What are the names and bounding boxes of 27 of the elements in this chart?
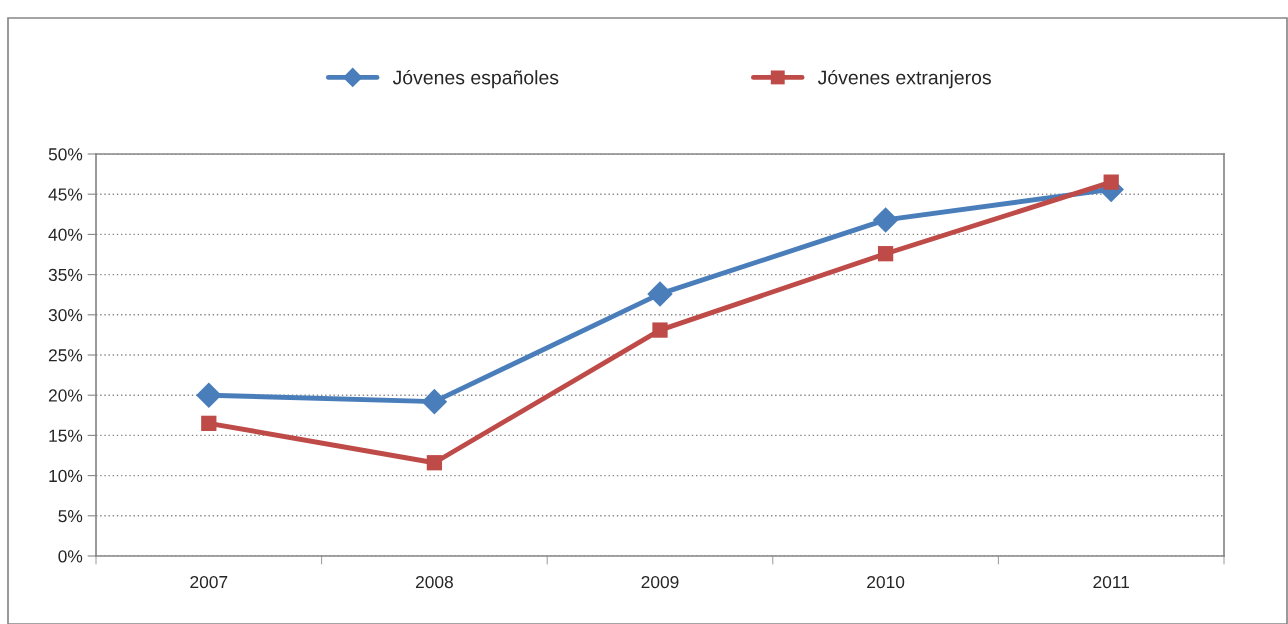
- y-tick-label: 15%: [49, 429, 83, 442]
- point: [877, 246, 894, 262]
- x-tick-label: 2011: [1093, 575, 1130, 589]
- x-tick-label: 2009: [641, 575, 679, 589]
- y-tick-label: 5%: [58, 510, 83, 523]
- point: [872, 207, 899, 233]
- y-tick-label: 30%: [48, 308, 83, 322]
- y-tick-label: 10%: [49, 469, 83, 483]
- y-tick-label: 50%: [48, 148, 83, 161]
- point: [647, 281, 673, 307]
- point: [652, 322, 668, 338]
- y-tick-label: 20%: [48, 389, 83, 402]
- point: [1103, 174, 1119, 190]
- y-tick-label: 35%: [48, 268, 83, 282]
- y-tick-label: 40%: [48, 228, 83, 241]
- point: [201, 415, 217, 431]
- legend-label: Jóvenes extranjeros: [817, 69, 991, 89]
- x-tick-label: 2007: [190, 575, 228, 589]
- point: [196, 382, 222, 408]
- x-tick-label: 2008: [415, 575, 453, 589]
- legend-label: Jóvenes españoles: [392, 69, 559, 89]
- y-tick-label: 0%: [58, 550, 83, 563]
- x-tick-label: 2010: [867, 575, 905, 589]
- y-tick-label: 45%: [48, 188, 83, 201]
- point: [421, 388, 448, 415]
- point: [426, 455, 443, 471]
- y-tick-label: 25%: [48, 349, 83, 362]
